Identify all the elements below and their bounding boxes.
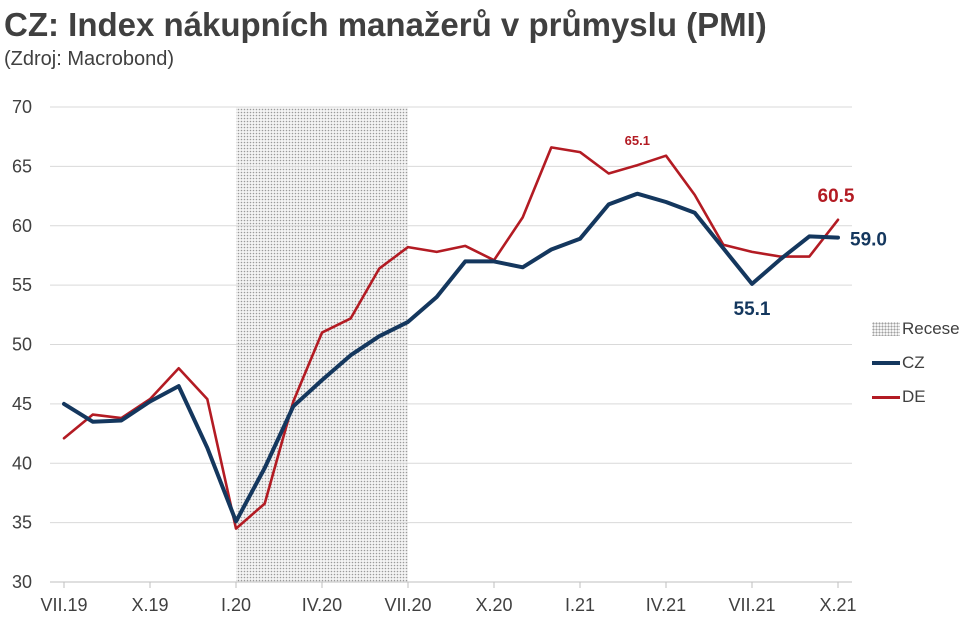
y-tick-label: 65 [12, 156, 32, 176]
data-label-de: 65.1 [625, 133, 650, 148]
x-tick-label: X.20 [475, 595, 512, 615]
legend-label-de: DE [902, 387, 926, 406]
y-tick-label: 45 [12, 394, 32, 414]
chart-title: CZ: Index nákupních manažerů v průmyslu … [4, 6, 767, 43]
y-tick-label: 35 [12, 513, 32, 533]
x-tick-label: IV.21 [646, 595, 686, 615]
legend-swatch-recession [872, 322, 900, 336]
x-tick-label: X.21 [819, 595, 856, 615]
series-lines [62, 146, 840, 530]
y-tick-label: 40 [12, 453, 32, 473]
y-tick-label: 50 [12, 335, 32, 355]
data-label-cz: 55.1 [734, 299, 771, 320]
gridlines [50, 106, 852, 524]
y-tick-label: 60 [12, 216, 32, 236]
series-line-de [62, 146, 840, 530]
legend-label-cz: CZ [902, 353, 925, 372]
legend: Recese CZ DE [872, 312, 960, 414]
data-label-de: 60.5 [818, 186, 855, 207]
legend-swatch-de [872, 395, 900, 399]
x-tick-label: VII.19 [40, 595, 87, 615]
legend-swatch-cz [872, 361, 900, 365]
x-tick-label: VII.20 [384, 595, 431, 615]
x-tick-label: IV.20 [302, 595, 342, 615]
data-labels: 65.1 60.5 55.1 59.0 [625, 133, 887, 320]
x-tick-label: I.20 [221, 595, 251, 615]
legend-label-recession: Recese [902, 319, 960, 338]
y-tick-label: 70 [12, 97, 32, 117]
data-label-cz: 59.0 [850, 230, 887, 251]
x-tick-label: I.21 [565, 595, 595, 615]
legend-item-cz: CZ [872, 346, 960, 380]
y-tick-label: 55 [12, 275, 32, 295]
legend-item-de: DE [872, 380, 960, 414]
x-tick-label: X.19 [131, 595, 168, 615]
y-tick-label: 30 [12, 572, 32, 592]
legend-item-recession: Recese [872, 312, 960, 346]
chart-subtitle: (Zdroj: Macrobond) [4, 48, 175, 70]
series-line-cz [62, 191, 840, 524]
axes: 30 35 40 45 50 55 60 65 70 VII.19 X.19 I.20 IV.20 VII… [12, 97, 857, 615]
x-tick-label: VII.21 [728, 595, 775, 615]
